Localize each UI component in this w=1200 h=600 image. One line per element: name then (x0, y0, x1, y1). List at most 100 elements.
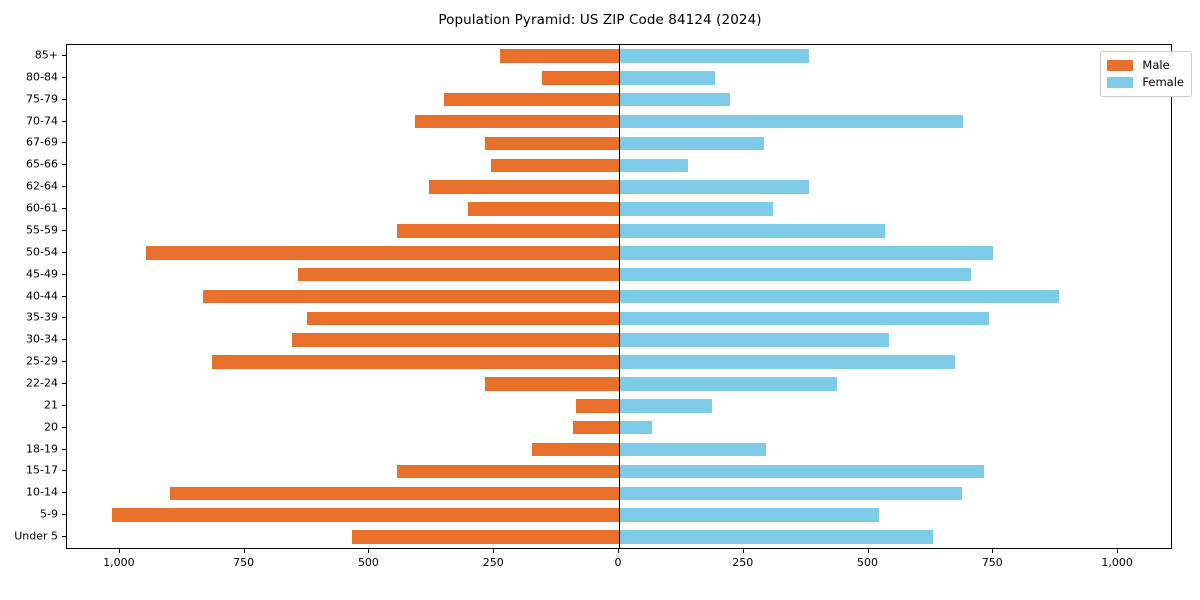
bar-row (67, 399, 1171, 413)
bar-row (67, 224, 1171, 238)
bar-row (67, 71, 1171, 85)
bar-row (67, 486, 1171, 501)
bar-row (67, 180, 1171, 194)
plot-area (66, 44, 1172, 549)
bar-row (67, 333, 1171, 347)
bar-female[interactable] (619, 224, 886, 238)
bar-male[interactable] (212, 355, 619, 369)
legend-swatch-female (1107, 77, 1134, 88)
y-axis-tick-mark (62, 229, 66, 231)
bar-row (67, 530, 1171, 544)
bar-male[interactable] (541, 71, 619, 85)
y-axis-tick-mark (62, 339, 66, 341)
zero-axis-line (619, 45, 620, 548)
bar-row (67, 114, 1171, 129)
bar-female[interactable] (619, 49, 809, 63)
y-axis-tick-mark (62, 361, 66, 363)
bar-male[interactable] (112, 508, 619, 522)
bar-female[interactable] (619, 530, 933, 544)
y-axis-tick-mark (62, 470, 66, 472)
bar-male[interactable] (576, 399, 619, 413)
x-axis-tick-label: 750 (981, 556, 1003, 569)
x-axis-tick-mark (867, 549, 869, 553)
bar-male[interactable] (484, 136, 619, 151)
bar-female[interactable] (619, 355, 956, 369)
bar-row (67, 442, 1171, 457)
bar-female[interactable] (619, 333, 889, 347)
bar-female[interactable] (619, 311, 989, 326)
y-axis-tick-label: 22-24 (26, 376, 58, 390)
legend-item-male[interactable]: Male (1107, 57, 1184, 74)
bar-female[interactable] (619, 202, 774, 216)
bar-row (67, 92, 1171, 107)
x-axis-tick-mark (1117, 549, 1119, 553)
y-axis-tick-mark (62, 251, 66, 253)
bar-male[interactable] (397, 224, 619, 238)
bar-male[interactable] (146, 245, 619, 260)
bar-row (67, 158, 1171, 173)
bar-male[interactable] (443, 92, 619, 107)
x-axis-tick-label: 500 (357, 556, 379, 569)
bar-row (67, 49, 1171, 63)
bar-female[interactable] (619, 158, 688, 173)
bar-male[interactable] (429, 180, 619, 194)
x-axis-tick-mark (742, 549, 744, 553)
y-axis-tick-mark (62, 295, 66, 297)
bar-female[interactable] (619, 486, 962, 501)
x-axis-tick-label: 0 (614, 556, 622, 569)
bar-male[interactable] (491, 158, 619, 173)
bar-male[interactable] (202, 289, 619, 304)
bar-male[interactable] (499, 49, 619, 63)
y-axis-tick-mark (62, 164, 66, 166)
y-axis-tick-label: 50-54 (26, 245, 58, 259)
bar-female[interactable] (619, 442, 766, 457)
bar-female[interactable] (619, 420, 653, 435)
legend-swatch-male (1107, 60, 1134, 71)
bar-male[interactable] (351, 530, 619, 544)
bar-female[interactable] (619, 114, 963, 129)
bars-container (67, 45, 1171, 548)
bar-row (67, 377, 1171, 391)
chart-legend: Male Female (1100, 51, 1192, 97)
y-axis-tick-label: 60-61 (26, 201, 58, 215)
bar-row (67, 136, 1171, 151)
bar-male[interactable] (532, 442, 619, 457)
y-axis-tick-mark (62, 514, 66, 516)
bar-row (67, 420, 1171, 435)
bar-female[interactable] (619, 245, 994, 260)
y-axis-tick-label: 62-64 (26, 179, 58, 193)
bar-row (67, 311, 1171, 326)
bar-female[interactable] (619, 180, 809, 194)
bar-male[interactable] (297, 267, 619, 282)
bar-male[interactable] (396, 464, 619, 479)
y-axis-tick-mark (62, 404, 66, 406)
bar-female[interactable] (619, 267, 971, 282)
bar-female[interactable] (619, 136, 765, 151)
bar-female[interactable] (619, 377, 837, 391)
y-axis-tick-label: 55-59 (26, 223, 58, 237)
bar-male[interactable] (467, 202, 619, 216)
bar-female[interactable] (619, 92, 731, 107)
y-axis-tick-label: 80-84 (26, 70, 58, 84)
y-axis-tick-label: 75-79 (26, 92, 58, 106)
y-axis-tick-mark (62, 382, 66, 384)
bar-male[interactable] (170, 486, 619, 501)
bar-female[interactable] (619, 399, 712, 413)
bar-male[interactable] (573, 420, 619, 435)
bar-male[interactable] (291, 333, 619, 347)
y-axis-tick-label: 10-14 (26, 485, 58, 499)
bar-male[interactable] (306, 311, 619, 326)
bar-male[interactable] (485, 377, 619, 391)
y-axis-tick-mark (62, 492, 66, 494)
y-axis-tick-label: 85+ (34, 48, 58, 62)
bar-female[interactable] (619, 289, 1059, 304)
bar-female[interactable] (619, 464, 985, 479)
y-axis-tick-mark (62, 426, 66, 428)
bar-female[interactable] (619, 508, 879, 522)
bar-female[interactable] (619, 71, 715, 85)
y-axis-tick-label: 40-44 (26, 289, 58, 302)
y-axis-tick-mark (62, 208, 66, 210)
bar-male[interactable] (414, 114, 619, 129)
legend-item-female[interactable]: Female (1107, 74, 1184, 91)
